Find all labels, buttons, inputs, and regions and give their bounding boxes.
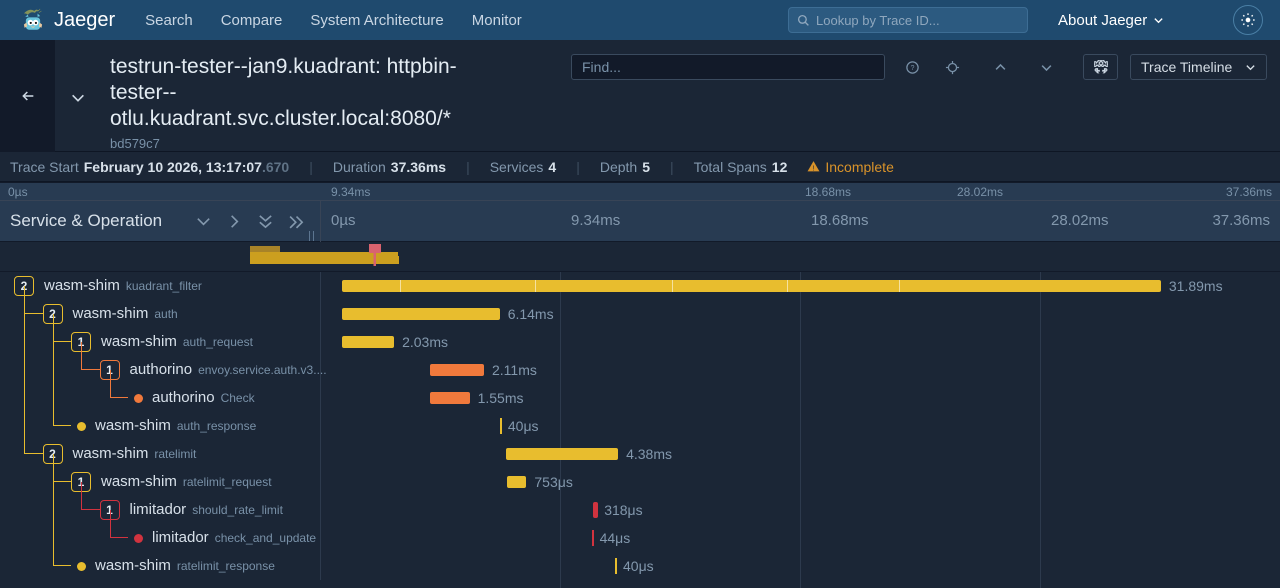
svg-text:?: ? — [910, 65, 914, 72]
svg-text:!: ! — [813, 165, 815, 172]
